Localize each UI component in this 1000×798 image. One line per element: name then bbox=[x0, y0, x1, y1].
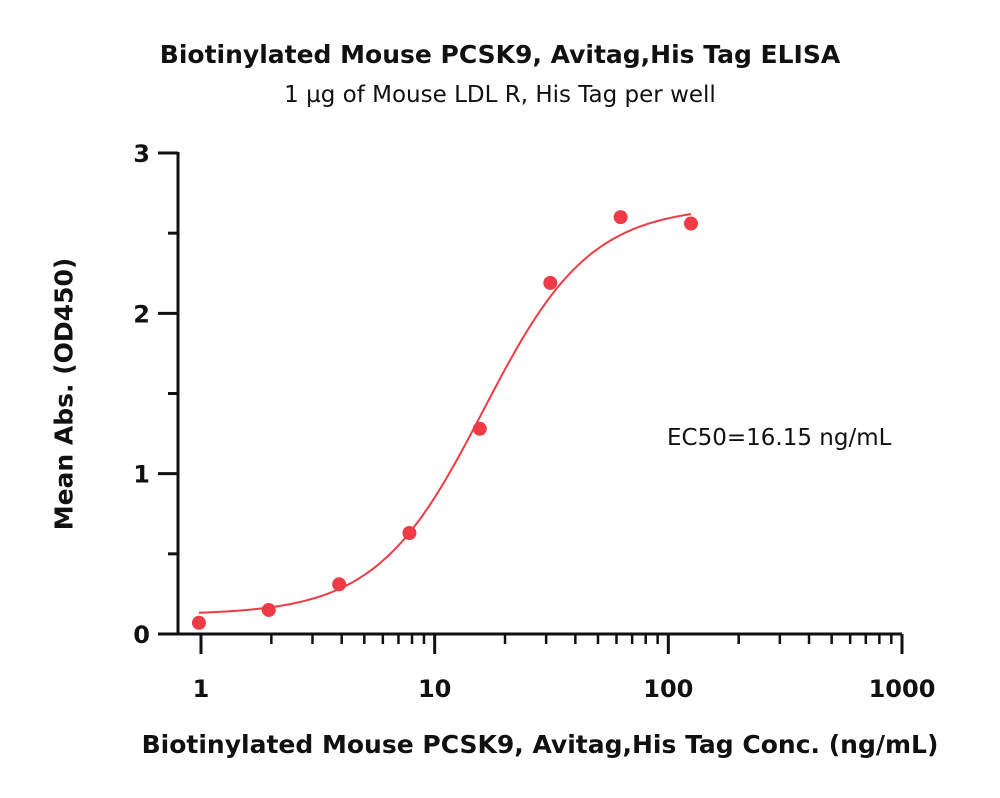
y-tick-label-0: 0 bbox=[133, 621, 150, 649]
data-point bbox=[332, 577, 347, 592]
x-tick-label-100: 100 bbox=[643, 675, 693, 703]
data-point bbox=[261, 602, 276, 617]
axes bbox=[176, 152, 902, 636]
y-tick-label-2: 2 bbox=[133, 300, 150, 328]
chart-title: Biotinylated Mouse PCSK9, Avitag,His Tag… bbox=[159, 40, 841, 69]
x-tick-label-10: 10 bbox=[418, 675, 451, 703]
x-axis-label: Biotinylated Mouse PCSK9, Avitag,His Tag… bbox=[141, 730, 939, 759]
y-tick-label-3: 3 bbox=[133, 140, 150, 168]
ec50-annotation: EC50=16.15 ng/mL bbox=[667, 425, 892, 451]
data-point bbox=[613, 210, 628, 225]
x-tick-label-1: 1 bbox=[193, 675, 210, 703]
ticks: 0 1 2 3 1 10 100 1000 bbox=[133, 140, 935, 703]
data-point bbox=[402, 525, 417, 540]
fit-curve-line bbox=[198, 213, 692, 614]
x-tick-label-1000: 1000 bbox=[869, 675, 936, 703]
data-point bbox=[683, 216, 698, 231]
y-tick-label-1: 1 bbox=[133, 461, 150, 489]
data-point bbox=[472, 421, 487, 436]
fit-curve-layer bbox=[198, 213, 692, 614]
data-points bbox=[191, 210, 698, 630]
chart-subtitle: 1 µg of Mouse LDL R, His Tag per well bbox=[284, 82, 716, 108]
data-point bbox=[191, 615, 206, 630]
data-point bbox=[543, 275, 558, 290]
